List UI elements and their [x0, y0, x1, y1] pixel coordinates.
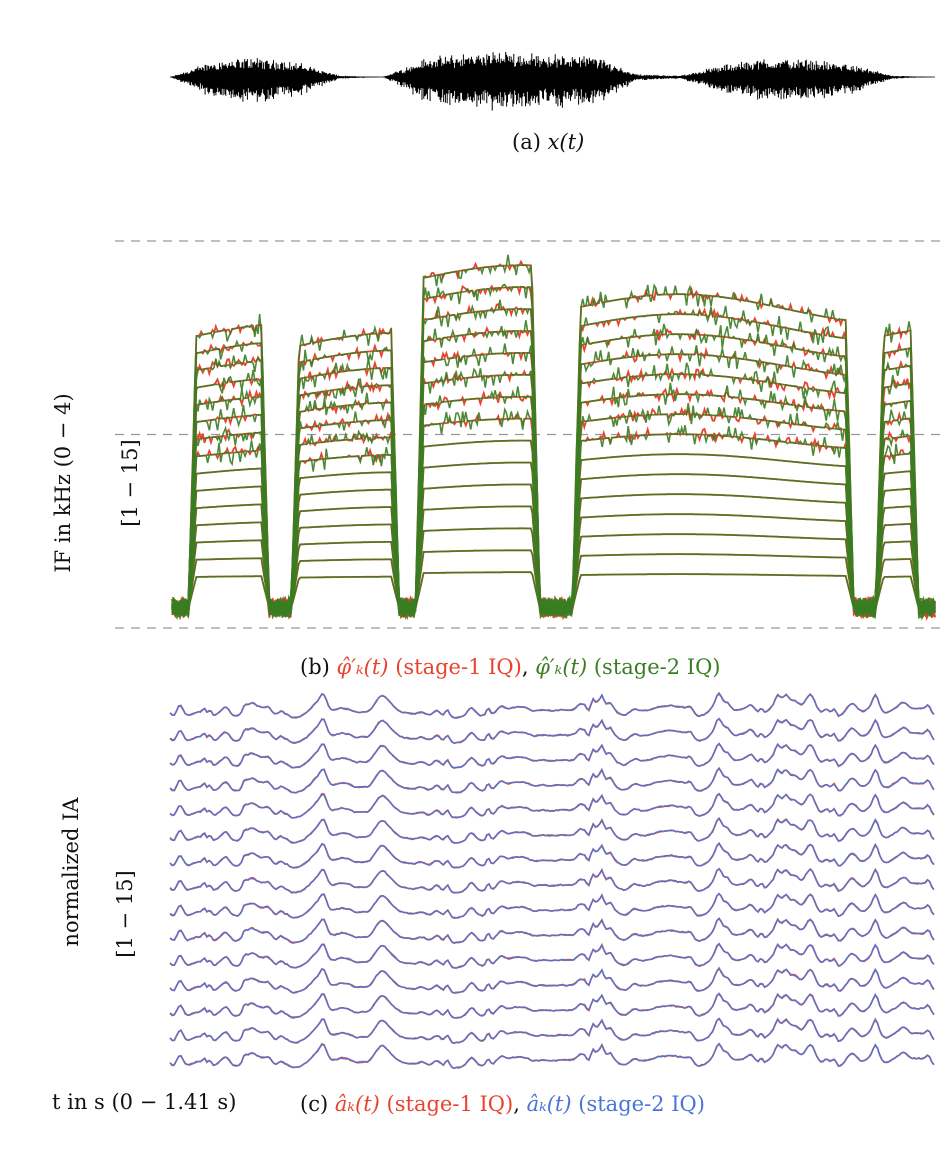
ia-trace-s1-ch13 — [169, 992, 935, 1019]
ia-trace-s1-ch8 — [169, 867, 935, 894]
if-trace-s1-ch13 — [171, 303, 936, 616]
if-trace-s2-ch13 — [171, 299, 936, 616]
if-traces-panel — [171, 254, 936, 621]
if-trace-s2-ch11 — [171, 343, 936, 617]
ia-trace-s2-ch9 — [169, 892, 935, 919]
ia-trace-s1-ch10 — [169, 917, 935, 945]
if-gridlines — [115, 240, 945, 629]
if-trace-s2-ch1 — [171, 571, 936, 621]
ia-trace-s2-ch7 — [169, 842, 935, 869]
if-trace-s1-ch10 — [171, 369, 936, 617]
if-trace-s2-ch5 — [171, 483, 936, 618]
if-trace-s1-ch5 — [171, 483, 936, 618]
ia-trace-s1-ch15 — [169, 1042, 935, 1070]
ia-trace-s2-ch5 — [169, 792, 935, 819]
if-trace-s2-ch9 — [171, 386, 936, 618]
ia-trace-s2-ch3 — [169, 742, 935, 769]
caption-c: (c) âₖ(t) (stage-1 IQ), âₖ(t) (stage-2 I… — [300, 1092, 705, 1116]
ia-trace-s1-ch12 — [169, 966, 935, 995]
ia-trace-s1-ch2 — [169, 717, 935, 745]
ia-trace-s2-ch10 — [169, 917, 935, 944]
if-trace-s2-ch12 — [171, 320, 936, 616]
waveform-panel — [170, 52, 935, 111]
ia-trace-s2-ch12 — [169, 967, 935, 994]
if-trace-s1-ch9 — [171, 390, 936, 617]
ia-trace-s2-ch2 — [169, 717, 935, 744]
xlabel-time: t in s (0 − 1.41 s) — [52, 1090, 237, 1114]
ia-trace-s2-ch15 — [169, 1042, 935, 1069]
ia-trace-s2-ch8 — [169, 867, 935, 894]
ia-trace-s1-ch11 — [169, 942, 935, 969]
ia-trace-s1-ch6 — [169, 816, 935, 844]
ia-trace-s1-ch3 — [169, 742, 935, 770]
ylabel-if: IF in kHz (0 − 4) — [51, 393, 75, 573]
ia-trace-s2-ch14 — [169, 1017, 935, 1044]
ia-trace-s2-ch6 — [169, 817, 935, 844]
if-trace-s2-ch8 — [171, 407, 936, 618]
ia-traces-panel — [169, 691, 935, 1070]
waveform-trace — [170, 52, 933, 111]
ia-trace-s2-ch13 — [169, 992, 935, 1019]
ia-trace-s2-ch4 — [169, 767, 935, 794]
caption-b: (b) φ̂′ₖ(t) (stage-1 IQ), φ̂′ₖ(t) (stage… — [300, 655, 721, 679]
ylabel-ia: normalized IA — [59, 797, 83, 947]
caption-a: (a) x(t) — [512, 130, 585, 154]
if-trace-s2-ch15 — [171, 254, 936, 615]
ylabel-ia-range: [1 − 15] — [113, 870, 137, 958]
if-trace-s1-ch15 — [171, 259, 936, 615]
if-trace-s2-ch14 — [171, 283, 936, 619]
ia-trace-s2-ch11 — [169, 942, 935, 969]
if-trace-s1-ch7 — [171, 439, 936, 618]
if-trace-s2-ch7 — [171, 439, 936, 617]
ia-trace-s2-ch1 — [169, 692, 935, 719]
ylabel-if-range: [1 − 15] — [118, 439, 142, 527]
ia-trace-s1-ch14 — [169, 1017, 935, 1045]
ia-trace-s1-ch5 — [169, 792, 935, 819]
